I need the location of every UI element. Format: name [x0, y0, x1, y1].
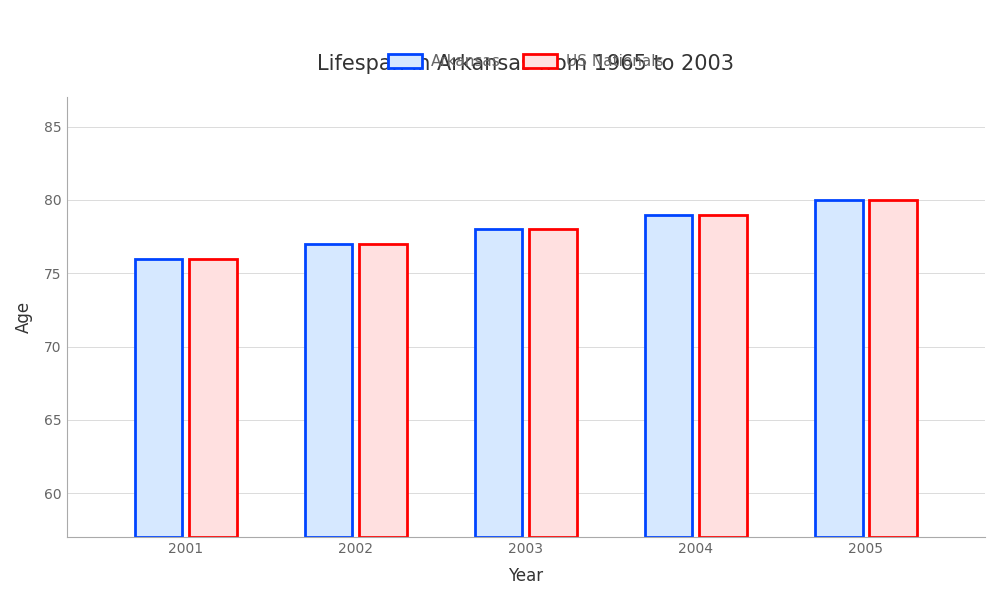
- Title: Lifespan in Arkansas from 1965 to 2003: Lifespan in Arkansas from 1965 to 2003: [317, 53, 734, 74]
- Bar: [359, 244, 407, 537]
- Bar: [815, 200, 863, 537]
- X-axis label: Year: Year: [508, 567, 543, 585]
- Bar: [305, 244, 352, 537]
- Bar: [135, 259, 182, 537]
- Bar: [645, 215, 692, 537]
- Legend: Arkansas, US Nationals: Arkansas, US Nationals: [382, 48, 670, 75]
- Bar: [699, 215, 747, 537]
- Y-axis label: Age: Age: [15, 301, 33, 333]
- Bar: [189, 259, 237, 537]
- Bar: [529, 229, 577, 537]
- Bar: [869, 200, 917, 537]
- Bar: [475, 229, 522, 537]
